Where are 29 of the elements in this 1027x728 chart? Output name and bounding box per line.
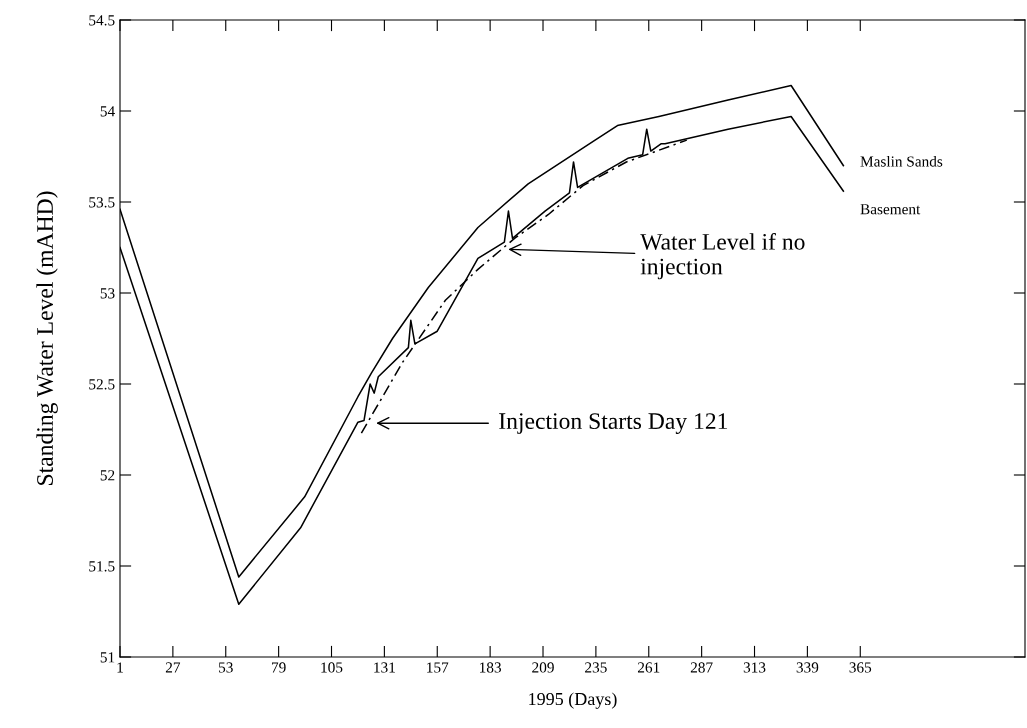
y-tick-label: 53 [100, 288, 115, 299]
series-label: Maslin Sands [860, 155, 943, 167]
y-tick-label: 54 [100, 106, 115, 117]
x-tick-label: 313 [743, 662, 766, 673]
x-tick-label: 183 [480, 662, 501, 673]
x-tick-label: 339 [796, 662, 819, 673]
x-tick-label: 131 [374, 662, 395, 673]
y-tick-label: 51 [100, 652, 115, 663]
x-tick-label: 157 [427, 662, 449, 673]
y-tick-label: 52 [100, 470, 115, 481]
x-tick-label: 27 [165, 662, 181, 673]
x-axis-title: 1995 (Days) [529, 692, 617, 709]
y-tick-label: 53.5 [89, 197, 115, 208]
x-tick-label: 235 [585, 662, 607, 673]
x-tick-label: 365 [849, 662, 872, 673]
series-label: Basement [860, 204, 921, 215]
annotation: Injection Starts Day 121 [499, 413, 728, 434]
y-tick-label: 54.5 [89, 15, 115, 26]
y-axis-title: Standing Water Level (mAHD) [36, 191, 58, 485]
x-tick-label: 261 [637, 662, 660, 673]
x-tick-label: 53 [219, 662, 233, 673]
y-tick-label: 52.5 [89, 379, 115, 390]
x-tick-label: 1 [117, 662, 123, 673]
annotation: Water Level if no injection [640, 232, 805, 280]
x-tick-label: 287 [690, 662, 713, 673]
x-tick-label: 105 [321, 662, 343, 673]
x-tick-label: 209 [532, 662, 554, 673]
x-tick-label: 79 [272, 662, 286, 673]
y-tick-label: 51.5 [89, 561, 115, 572]
